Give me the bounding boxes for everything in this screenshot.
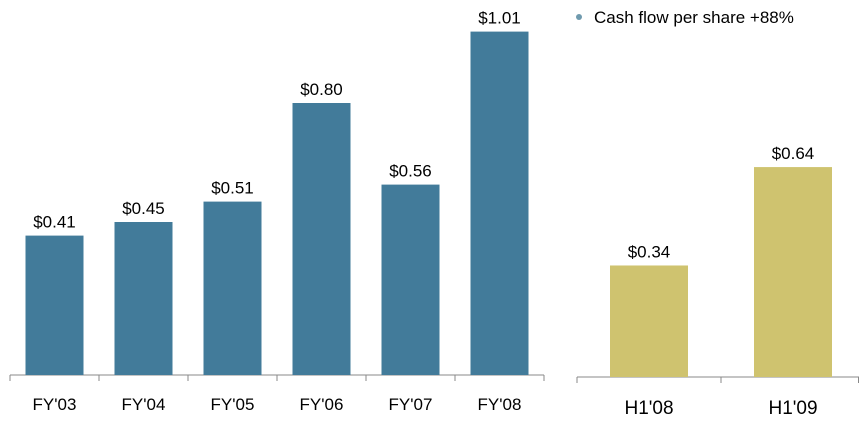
bar (203, 201, 262, 375)
value-label: $0.34 (628, 242, 671, 261)
bullet (576, 14, 582, 20)
x-tick-label: FY'04 (122, 395, 166, 414)
x-tick-label: FY'05 (211, 395, 255, 414)
value-label: $0.41 (33, 213, 76, 232)
value-label: $0.80 (300, 80, 343, 99)
bar (25, 235, 84, 375)
x-tick-label: FY'03 (33, 395, 77, 414)
x-tick-label: H1'08 (624, 398, 673, 419)
bar (754, 167, 832, 377)
value-label: $0.45 (122, 199, 165, 218)
bar (470, 31, 529, 375)
x-tick-label: FY'08 (478, 395, 522, 414)
bar (292, 103, 351, 375)
bar (381, 184, 440, 375)
value-label: $0.64 (772, 144, 815, 163)
bar (610, 265, 688, 377)
x-tick-label: H1'09 (768, 398, 817, 419)
x-tick-label: FY'06 (300, 395, 344, 414)
bar (114, 222, 173, 375)
x-tick-label: FY'07 (389, 395, 433, 414)
annotation: Cash flow per share +88% (594, 8, 794, 27)
value-label: $1.01 (478, 9, 521, 28)
value-label: $0.51 (211, 179, 254, 198)
value-label: $0.56 (389, 162, 432, 181)
